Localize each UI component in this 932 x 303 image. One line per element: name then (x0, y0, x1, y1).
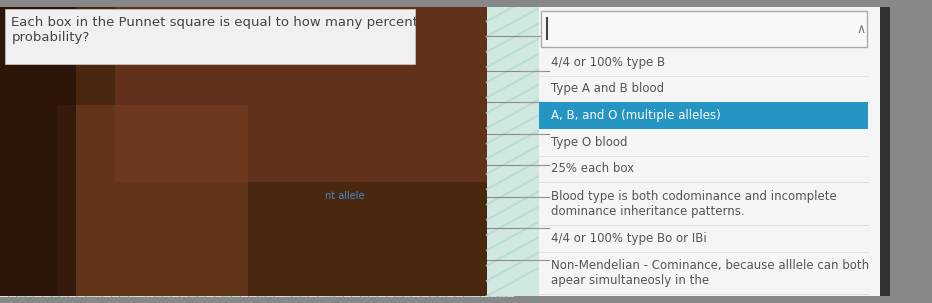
Bar (540, 7, 889, 296)
Bar (0, 7, 497, 296)
Text: Type A and B blood: Type A and B blood (551, 82, 664, 95)
Bar (57, 105, 248, 296)
Text: A, B, and O (multiple alleles): A, B, and O (multiple alleles) (551, 109, 720, 122)
FancyBboxPatch shape (5, 9, 415, 64)
Bar (0, 7, 76, 296)
Text: 25% each box: 25% each box (551, 162, 634, 175)
Text: ∧: ∧ (857, 23, 866, 36)
Text: Non-Mendelian - Cominance, because alllele can both
apear simultaneosly in the: Non-Mendelian - Cominance, because allle… (551, 259, 869, 287)
FancyBboxPatch shape (541, 11, 867, 47)
Bar (540, 102, 868, 129)
Text: 4/4 or 100% type Bo or IBi: 4/4 or 100% type Bo or IBi (551, 232, 706, 245)
Bar (880, 7, 889, 296)
Text: Each box in the Punnet square is equal to how many percent
probability?: Each box in the Punnet square is equal t… (11, 16, 418, 45)
Bar (487, 7, 540, 296)
Text: Blood type is both codominance and incomplete
dominance inheritance patterns.: Blood type is both codominance and incom… (551, 190, 837, 218)
Text: Type O blood: Type O blood (551, 136, 627, 149)
Text: nt allele: nt allele (324, 191, 364, 201)
Bar (115, 7, 497, 181)
Text: 4/4 or 100% type B: 4/4 or 100% type B (551, 56, 665, 69)
